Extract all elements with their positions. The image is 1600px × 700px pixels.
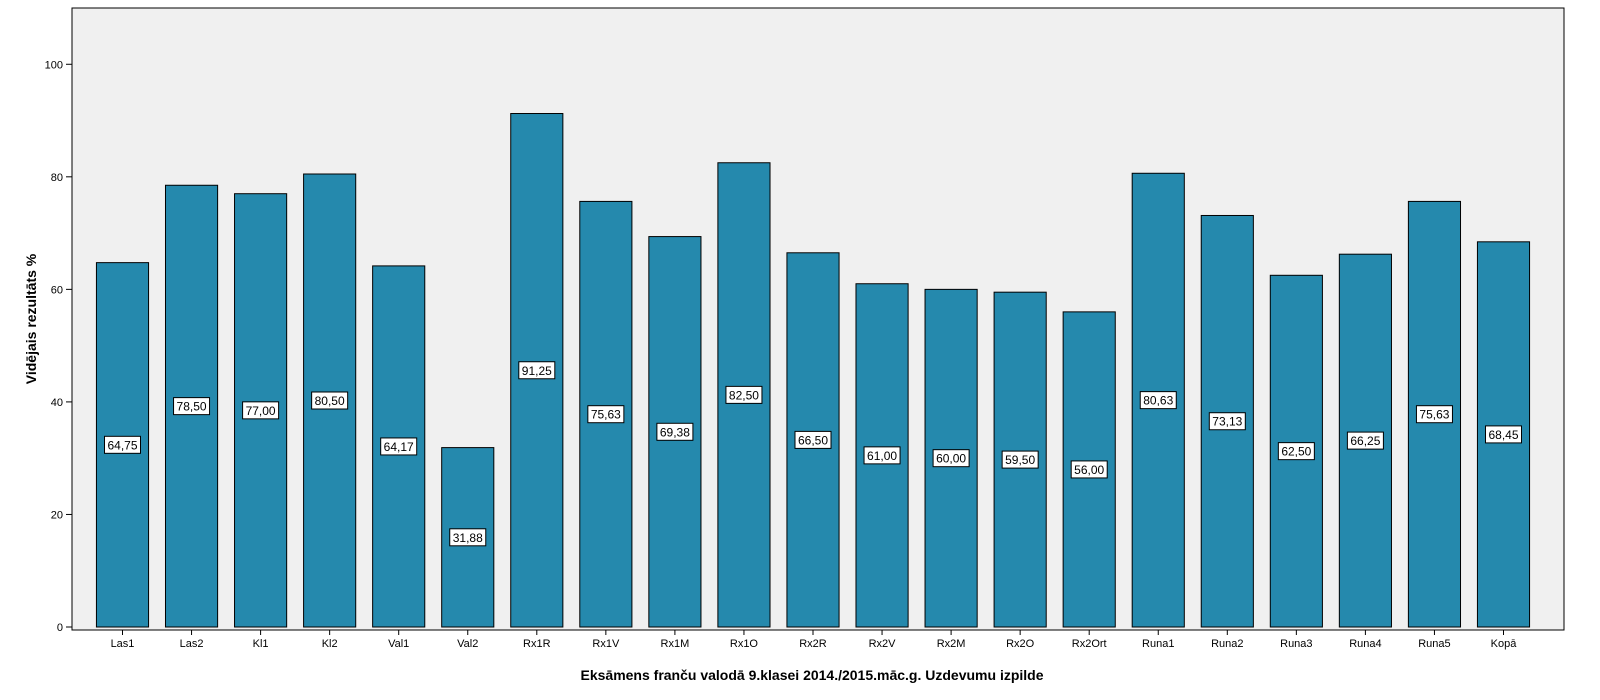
x-tick-label: Kl2 <box>322 638 338 650</box>
y-axis-title: Vidējais rezultāts % <box>23 253 39 384</box>
data-label-text: 64,75 <box>107 438 137 452</box>
data-label-text: 73,13 <box>1212 415 1242 429</box>
data-label-box <box>794 430 832 449</box>
x-tick-label: Las1 <box>111 638 135 650</box>
y-tick-label: 40 <box>51 397 63 409</box>
x-tick-label: Rx2Ort <box>1072 638 1107 650</box>
data-label: 62,50 <box>1277 442 1315 461</box>
data-label-box <box>1001 450 1039 469</box>
data-label: 60,00 <box>932 449 970 468</box>
x-tick-label: Runa2 <box>1211 638 1243 650</box>
x-tick-label: Val1 <box>388 638 409 650</box>
data-label: 73,13 <box>1208 412 1246 431</box>
y-tick-label: 20 <box>51 509 63 521</box>
data-label-text: 60,00 <box>936 452 966 466</box>
data-label-text: 77,00 <box>246 404 276 418</box>
x-tick-label: Val2 <box>457 638 478 650</box>
data-label-text: 78,50 <box>177 400 207 414</box>
data-label-box <box>1277 442 1315 461</box>
y-axis: 0 20 40 60 80 100 <box>45 8 73 634</box>
data-label-box <box>449 528 487 547</box>
data-label-box <box>1070 460 1108 479</box>
data-label-text: 61,00 <box>867 449 897 463</box>
x-tick-label: Runa1 <box>1142 638 1174 650</box>
data-label-text: 80,63 <box>1143 394 1173 408</box>
data-label: 56,00 <box>1070 460 1108 479</box>
data-label: 66,25 <box>1346 431 1384 450</box>
data-label-box <box>587 405 625 424</box>
data-label-text: 64,17 <box>384 440 414 454</box>
data-label-box <box>1485 425 1522 444</box>
data-label-text: 80,50 <box>315 394 345 408</box>
data-label: 64,17 <box>380 437 418 456</box>
data-label-text: 75,63 <box>1419 408 1449 422</box>
data-label: 75,63 <box>1415 405 1453 424</box>
data-label-box <box>725 385 763 404</box>
x-tick-label: Rx1V <box>592 638 620 650</box>
data-label-box <box>104 435 141 454</box>
data-label-text: 56,00 <box>1074 463 1104 477</box>
x-tick-label: Runa5 <box>1418 638 1450 650</box>
x-tick-label: Runa3 <box>1280 638 1312 650</box>
data-label-box <box>1346 431 1384 450</box>
data-label-text: 82,50 <box>729 388 759 402</box>
data-label: 75,63 <box>587 405 625 424</box>
data-label: 31,88 <box>449 528 487 547</box>
x-tick-label: Runa4 <box>1349 638 1381 650</box>
data-label-box <box>656 422 694 441</box>
data-label-box <box>932 449 970 468</box>
data-label-text: 31,88 <box>453 531 483 545</box>
data-label-text: 62,50 <box>1281 445 1311 459</box>
x-tick-label: Rx1M <box>661 638 690 650</box>
data-label-box <box>242 401 280 420</box>
x-tick-label: Kopā <box>1491 638 1518 650</box>
data-label-box <box>518 361 556 380</box>
x-tick-label: Rx2V <box>869 638 897 650</box>
data-label-box <box>1139 391 1177 410</box>
y-tick-label: 60 <box>51 284 63 296</box>
data-label: 64,75 <box>104 435 141 454</box>
y-tick-label: 0 <box>57 622 63 634</box>
data-label-box <box>380 437 418 456</box>
data-label: 68,45 <box>1485 425 1522 444</box>
x-tick-label: Rx1O <box>730 638 759 650</box>
x-tick-label: Las2 <box>180 638 204 650</box>
x-tick-label: Kl1 <box>253 638 269 650</box>
data-label: 69,38 <box>656 422 694 441</box>
data-label: 77,00 <box>242 401 280 420</box>
x-tick-label: Rx2M <box>937 638 966 650</box>
data-label: 80,63 <box>1139 391 1177 410</box>
x-axis-title: Eksāmens franču valodā 9.klasei 2014./20… <box>581 667 1044 683</box>
y-tick-label: 100 <box>45 59 63 71</box>
y-tick-label: 80 <box>51 172 63 184</box>
data-label: 91,25 <box>518 361 556 380</box>
data-label: 61,00 <box>863 446 901 465</box>
data-label-box <box>311 391 349 410</box>
data-label: 66,50 <box>794 430 832 449</box>
data-label: 59,50 <box>1001 450 1039 469</box>
data-label: 80,50 <box>311 391 349 410</box>
data-label-text: 66,25 <box>1350 434 1380 448</box>
data-label: 82,50 <box>725 385 763 404</box>
data-label-text: 68,45 <box>1488 428 1518 442</box>
data-label-text: 75,63 <box>591 408 621 422</box>
x-tick-label: Rx1R <box>523 638 551 650</box>
data-label: 78,50 <box>173 397 211 416</box>
data-label-text: 66,50 <box>798 433 828 447</box>
x-axis: Las1 Las2 Kl1 Kl2 Val1 Val2 Rx1R Rx1V Rx1M Rx1O Rx… <box>111 630 1518 650</box>
data-label-box <box>1208 412 1246 431</box>
data-label-box <box>1415 405 1453 424</box>
data-labels-layer: 64,75 78,50 77,00 80,50 64,17 31,88 91,25 75,63… <box>104 361 1522 547</box>
data-label-text: 59,50 <box>1005 453 1035 467</box>
data-label-text: 91,25 <box>522 364 552 378</box>
data-label-text: 69,38 <box>660 425 690 439</box>
data-label-box <box>173 397 211 416</box>
data-label-box <box>863 446 901 465</box>
x-tick-label: Rx2O <box>1006 638 1035 650</box>
x-tick-label: Rx2R <box>799 638 827 650</box>
